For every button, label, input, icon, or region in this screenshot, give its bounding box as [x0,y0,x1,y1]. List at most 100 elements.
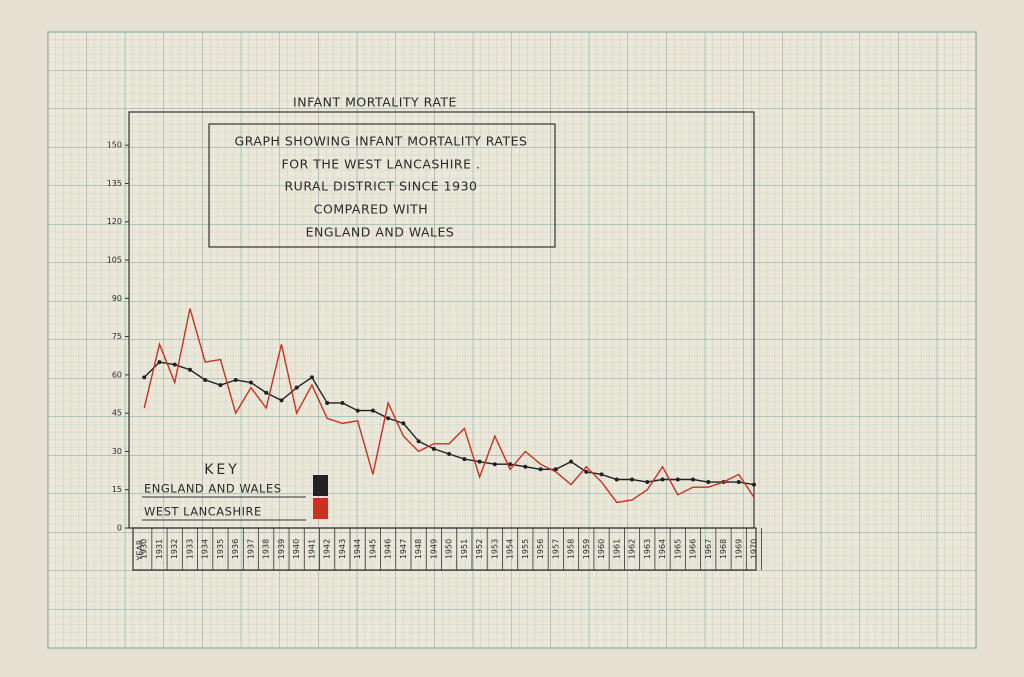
point [431,446,436,451]
point [142,375,147,380]
y-tick-label: 150 [107,141,122,150]
point [157,360,162,365]
point [538,467,543,472]
point [355,408,360,413]
x-tick-label: 1945 [368,539,377,559]
point [508,462,513,467]
x-tick-label: 1953 [490,539,499,559]
x-tick-label: 1969 [734,539,743,559]
point [309,375,314,380]
point [264,390,269,395]
legend-title: KEY [204,462,240,478]
legend-label: WEST LANCASHIRE [144,505,262,519]
x-tick-label: 1932 [170,539,179,559]
y-tick-label: 15 [112,485,122,494]
description-box [208,123,556,248]
y-tick-label: 45 [112,409,122,418]
y-tick-label: 90 [112,294,122,303]
point [630,477,635,482]
point [294,385,299,390]
x-tick-label: 1964 [658,539,667,559]
x-tick-label: 1939 [277,539,286,559]
point [233,377,238,382]
x-tick-label: 1970 [750,539,759,559]
x-tick-label: 1952 [475,539,484,559]
x-tick-label: 1936 [231,539,240,559]
x-tick-label: 1967 [704,539,713,559]
x-tick-label: 1940 [292,539,301,559]
major-grid [47,31,977,649]
x-tick-label: 1948 [414,539,423,559]
y-tick-label: 135 [107,179,122,188]
x-tick-label: 1960 [597,539,606,559]
point [584,469,589,474]
point [614,477,619,482]
y-tick-label: 0 [117,524,122,533]
x-tick-label: 1958 [567,539,576,559]
x-tick-label: 1965 [673,539,682,559]
x-tick-label: 1931 [155,539,164,559]
x-tick-label: 1942 [323,539,332,559]
legend-label: ENGLAND AND WALES [144,482,282,496]
point [203,377,208,382]
x-tick-label: 1947 [399,539,408,559]
x-tick-label: 1961 [612,539,621,559]
point [523,464,528,469]
point [477,459,482,464]
point [370,408,375,413]
point [706,480,711,485]
point [645,480,650,485]
point [187,367,192,372]
x-tick-label: 1950 [445,539,454,559]
y-tick-label: 75 [112,332,122,341]
point [492,462,497,467]
point [736,480,741,485]
x-tick-label: 1944 [353,539,362,559]
x-axis-label: YEAR [136,539,145,561]
x-tick-label: 1949 [429,539,438,559]
y-tick-label: 120 [107,217,122,226]
point [340,400,345,405]
point [447,451,452,456]
chart-title: INFANT MORTALITY RATE [293,95,457,110]
x-tick-label: 1968 [719,539,728,559]
x-tick-label: 1955 [521,539,530,559]
point [660,477,665,482]
x-tick-label: 1957 [551,539,560,559]
point [218,383,223,388]
legend-swatch [313,498,328,519]
x-tick-label: 1934 [201,539,210,559]
x-tick-label: 1933 [185,539,194,559]
point [462,457,467,462]
point [675,477,680,482]
x-tick-label: 1956 [536,539,545,559]
point [172,362,177,367]
x-tick-label: 1963 [643,539,652,559]
point [599,472,604,477]
point [386,416,391,421]
point [416,439,421,444]
y-tick-label: 30 [112,447,122,456]
point [325,400,330,405]
point [401,421,406,426]
x-tick-label: 1959 [582,539,591,559]
legend-swatch [313,475,328,496]
x-tick-label: 1954 [506,539,515,559]
point [569,459,574,464]
x-tick-label: 1951 [460,539,469,559]
annotation: GRAPH SHOWING INFANT MORTALITY RATES [235,134,528,149]
annotation: FOR THE WEST LANCASHIRE . [282,157,481,172]
point [279,398,284,403]
point [752,482,756,487]
x-tick-label: 1937 [246,539,255,559]
point [248,380,253,385]
annotation: RURAL DISTRICT SINCE 1930 [285,179,478,194]
y-tick-label: 105 [107,256,122,265]
x-tick-label: 1966 [689,539,698,559]
x-tick-label: 1943 [338,539,347,559]
year-strip [132,527,757,571]
series-line [143,308,755,504]
y-tick-label: 60 [112,370,122,379]
x-tick-label: 1935 [216,539,225,559]
